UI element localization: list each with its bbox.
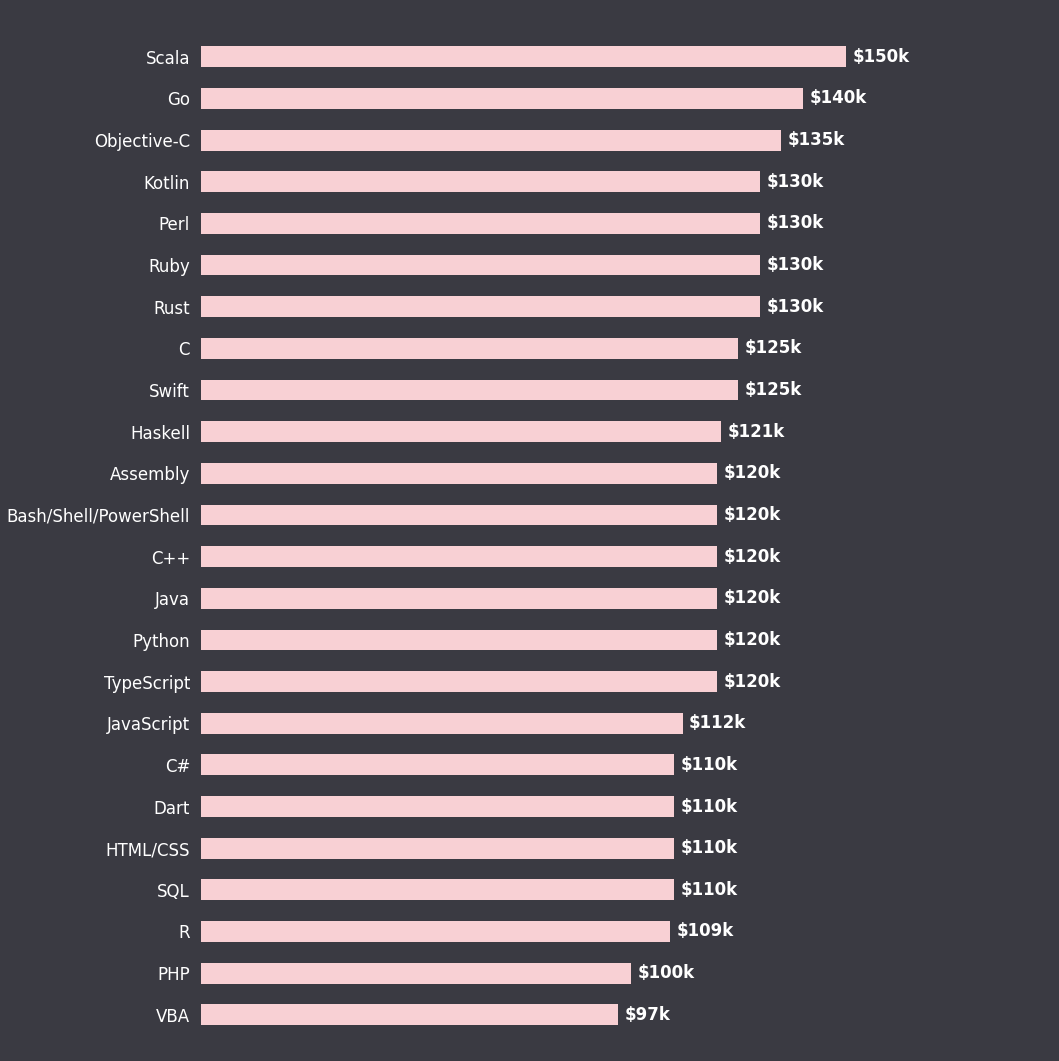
Text: $112k: $112k (689, 714, 747, 732)
Text: $109k: $109k (676, 922, 734, 940)
Bar (201, 1005, 618, 1025)
Text: $120k: $120k (723, 673, 780, 691)
Bar (201, 838, 674, 858)
Bar (201, 338, 738, 359)
Bar (201, 921, 669, 942)
Text: $130k: $130k (767, 298, 824, 316)
Bar (201, 546, 717, 567)
Bar (201, 505, 717, 525)
Bar (201, 421, 721, 442)
Text: $135k: $135k (788, 132, 845, 150)
Text: $120k: $120k (723, 589, 780, 607)
Bar (201, 88, 803, 109)
Text: $125k: $125k (744, 340, 803, 358)
Text: $125k: $125k (744, 381, 803, 399)
Bar (201, 962, 631, 984)
Bar (201, 754, 674, 776)
Bar (201, 713, 683, 733)
Text: $120k: $120k (723, 631, 780, 649)
Bar (201, 172, 760, 192)
Text: $110k: $110k (681, 755, 738, 773)
Bar (201, 380, 738, 400)
Bar (201, 296, 760, 317)
Bar (201, 47, 846, 67)
Bar (201, 213, 760, 233)
Bar (201, 880, 674, 900)
Bar (201, 129, 782, 151)
Bar (201, 629, 717, 650)
Text: $120k: $120k (723, 506, 780, 524)
Text: $100k: $100k (638, 964, 695, 982)
Text: $120k: $120k (723, 465, 780, 483)
Text: $97k: $97k (625, 1006, 670, 1024)
Bar (201, 672, 717, 692)
Bar (201, 588, 717, 609)
Text: $120k: $120k (723, 547, 780, 566)
Bar (201, 796, 674, 817)
Text: $110k: $110k (681, 839, 738, 857)
Bar (201, 463, 717, 484)
Text: $121k: $121k (728, 422, 785, 440)
Text: $140k: $140k (809, 89, 866, 107)
Text: $130k: $130k (767, 173, 824, 191)
Text: $110k: $110k (681, 881, 738, 899)
Text: $130k: $130k (767, 214, 824, 232)
Text: $150k: $150k (852, 48, 910, 66)
Text: $130k: $130k (767, 256, 824, 274)
Bar (201, 255, 760, 276)
Text: $110k: $110k (681, 798, 738, 816)
